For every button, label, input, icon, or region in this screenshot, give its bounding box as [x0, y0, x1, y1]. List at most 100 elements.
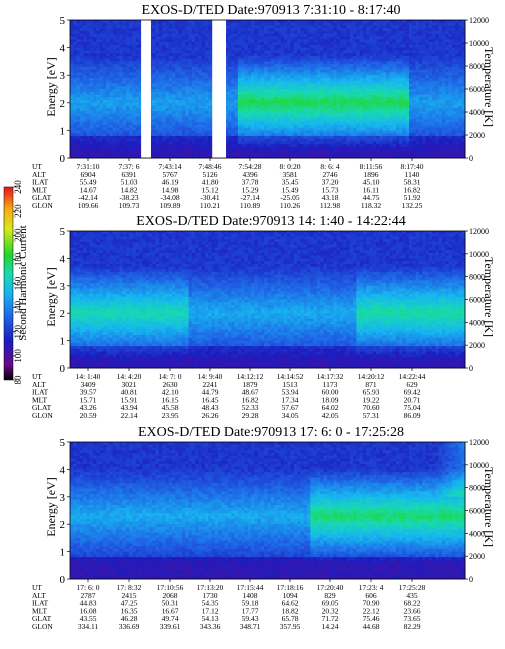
heatmap-cell: [165, 78, 169, 81]
heatmap-cell: [386, 114, 390, 117]
heatmap-cell: [333, 72, 337, 75]
heatmap-cell: [103, 70, 107, 73]
heatmap-cell: [389, 117, 393, 120]
heatmap-cell: [182, 86, 186, 89]
heatmap-cell: [376, 111, 380, 114]
heatmap-cell: [373, 100, 377, 103]
heatmap-cell: [356, 61, 360, 64]
heatmap-cells: [70, 20, 465, 158]
heatmap-cell: [73, 128, 77, 131]
heatmap-cell: [274, 89, 278, 92]
heatmap-cell: [320, 152, 324, 155]
heatmap-cell: [294, 61, 298, 64]
heatmap-cell: [271, 28, 275, 31]
heatmap-cell: [208, 81, 212, 84]
heatmap-cell: [274, 70, 278, 73]
heatmap-cell: [277, 92, 281, 95]
heatmap-cell: [198, 106, 202, 109]
heatmap-cell: [347, 31, 351, 34]
heatmap-cell: [254, 83, 258, 86]
heatmap-cell: [366, 20, 370, 23]
heatmap-cell: [175, 31, 179, 34]
heatmap-cell: [340, 48, 344, 51]
heatmap-cell: [208, 72, 212, 75]
heatmap-cell: [175, 147, 179, 150]
heatmap-cell: [337, 106, 341, 109]
heatmap-cell: [90, 111, 94, 114]
heatmap-cell: [90, 152, 94, 155]
heatmap-cell: [347, 75, 351, 78]
heatmap-cell: [373, 39, 377, 42]
heatmap-cell: [333, 144, 337, 147]
heatmap-cell: [113, 106, 117, 109]
heatmap-cell: [70, 152, 74, 155]
heatmap-cell: [129, 108, 133, 111]
heatmap-cell: [268, 28, 272, 31]
heatmap-cell: [198, 67, 202, 70]
heatmap-cell: [110, 31, 114, 34]
heatmap-cell: [268, 139, 272, 142]
heatmap-cell: [235, 119, 239, 122]
heatmap-cell: [281, 119, 285, 122]
heatmap-cell: [271, 75, 275, 78]
heatmap-cell: [96, 23, 100, 26]
heatmap-cell: [389, 48, 393, 51]
heatmap-cell: [123, 48, 127, 51]
heatmap-cell: [228, 147, 232, 150]
heatmap-cell: [123, 139, 127, 142]
heatmap-cell: [208, 128, 212, 131]
heatmap-cell: [169, 136, 173, 139]
heatmap-cell: [379, 37, 383, 40]
heatmap-cell: [126, 23, 130, 26]
heatmap-cell: [244, 139, 248, 142]
heatmap-cell: [360, 97, 364, 100]
heatmap-cell: [363, 144, 367, 147]
heatmap-cell: [277, 95, 281, 98]
heatmap-cell: [386, 152, 390, 155]
heatmap-cell: [152, 122, 156, 125]
heatmap-cell: [162, 48, 166, 51]
heatmap-cell: [73, 34, 77, 37]
heatmap-cell: [159, 119, 163, 122]
heatmap-cell: [310, 133, 314, 136]
heatmap-cell: [169, 86, 173, 89]
heatmap-cell: [393, 31, 397, 34]
heatmap-cell: [165, 147, 169, 150]
heatmap-cell: [347, 28, 351, 31]
heatmap-cell: [136, 108, 140, 111]
heatmap-cell: [100, 61, 104, 64]
heatmap-cell: [119, 114, 123, 117]
heatmap-cell: [103, 144, 107, 147]
heatmap-cell: [258, 130, 262, 133]
heatmap-cell: [113, 89, 117, 92]
heatmap-cell: [281, 114, 285, 117]
heatmap-cell: [90, 75, 94, 78]
heatmap-cell: [347, 50, 351, 53]
heatmap-cell: [317, 128, 321, 131]
heatmap-cell: [356, 125, 360, 128]
heatmap-cell: [284, 37, 288, 40]
heatmap-cell: [106, 103, 110, 106]
heatmap-cell: [133, 61, 137, 64]
heatmap-cell: [353, 56, 357, 59]
heatmap-cell: [370, 20, 374, 23]
heatmap-cell: [370, 119, 374, 122]
heatmap-cell: [93, 150, 97, 153]
heatmap-cell: [83, 128, 87, 131]
heatmap-cell: [116, 150, 120, 153]
heatmap-cell: [356, 92, 360, 95]
heatmap-cell: [340, 75, 344, 78]
heatmap-cell: [268, 125, 272, 128]
heatmap-cell: [96, 139, 100, 142]
heatmap-cell: [366, 108, 370, 111]
heatmap-cell: [116, 81, 120, 84]
heatmap-cell: [241, 45, 245, 48]
heatmap-cell: [80, 50, 84, 53]
heatmap-cell: [172, 81, 176, 84]
heatmap-cell: [291, 103, 295, 106]
heatmap-cell: [189, 81, 193, 84]
heatmap-cell: [70, 139, 74, 142]
heatmap-cell: [360, 70, 364, 73]
heatmap-cell: [340, 37, 344, 40]
heatmap-cell: [192, 28, 196, 31]
